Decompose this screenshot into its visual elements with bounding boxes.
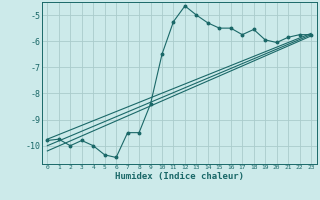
X-axis label: Humidex (Indice chaleur): Humidex (Indice chaleur) (115, 172, 244, 181)
